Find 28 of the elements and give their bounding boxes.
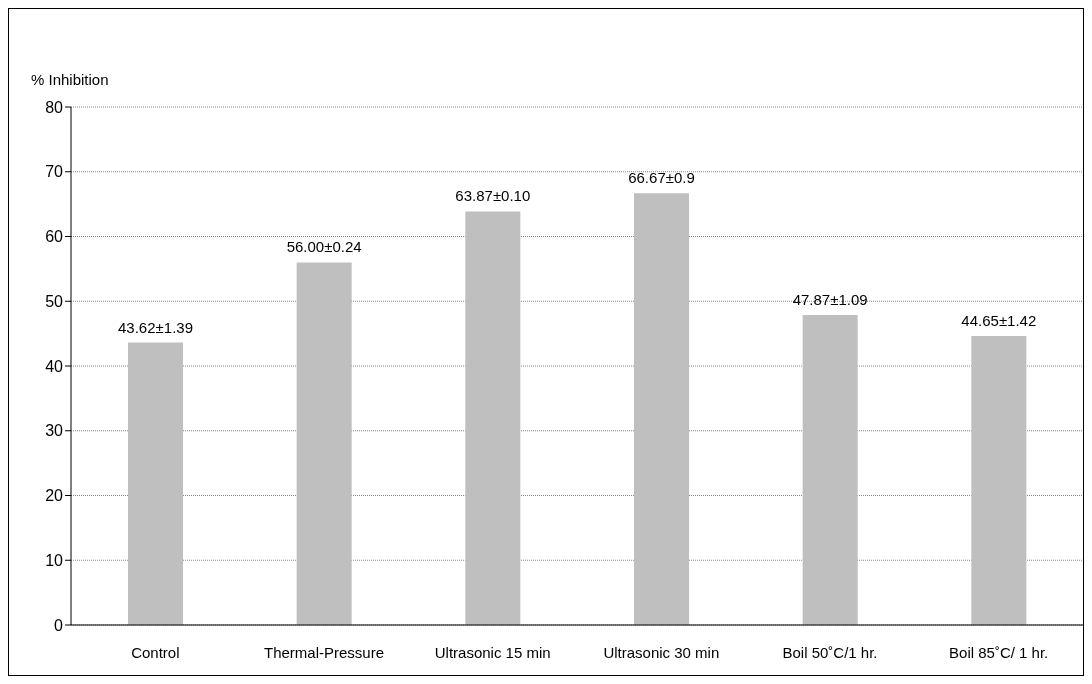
data-label: 63.87±0.10 xyxy=(455,187,531,205)
bar xyxy=(634,193,689,625)
y-axis-title: % Inhibition xyxy=(31,71,109,88)
data-label: 44.65±1.42 xyxy=(961,311,1037,329)
data-label: 66.67±0.9 xyxy=(628,169,695,187)
bar xyxy=(296,262,352,625)
y-tick-label: 50 xyxy=(45,292,64,310)
bar xyxy=(465,211,521,625)
y-tick-label: 60 xyxy=(45,228,64,246)
y-tick-label: 70 xyxy=(45,163,64,181)
data-label: 56.00±0.24 xyxy=(286,238,362,256)
x-tick-label: Ultrasonic 30 min xyxy=(603,643,720,661)
y-tick-label: 80 xyxy=(45,98,64,116)
bar xyxy=(128,342,183,625)
x-tick-label: Boil 85˚C/ 1 hr. xyxy=(949,643,1049,661)
x-tick-label: Boil 50˚C/1 hr. xyxy=(782,643,878,661)
y-tick-label: 30 xyxy=(45,422,64,440)
y-tick-label: 10 xyxy=(45,551,64,569)
x-tick-label: Ultrasonic 15 min xyxy=(434,643,551,661)
data-label: 43.62±1.39 xyxy=(118,318,193,336)
data-label: 47.87±1.09 xyxy=(792,291,868,309)
y-tick-label: 0 xyxy=(54,616,64,634)
x-tick-label: Control xyxy=(131,643,180,661)
bar xyxy=(802,315,858,625)
x-tick-label: Thermal-Pressure xyxy=(263,643,385,661)
bar xyxy=(971,335,1027,625)
y-tick-label: 40 xyxy=(45,357,64,375)
y-tick-label: 20 xyxy=(45,487,64,505)
